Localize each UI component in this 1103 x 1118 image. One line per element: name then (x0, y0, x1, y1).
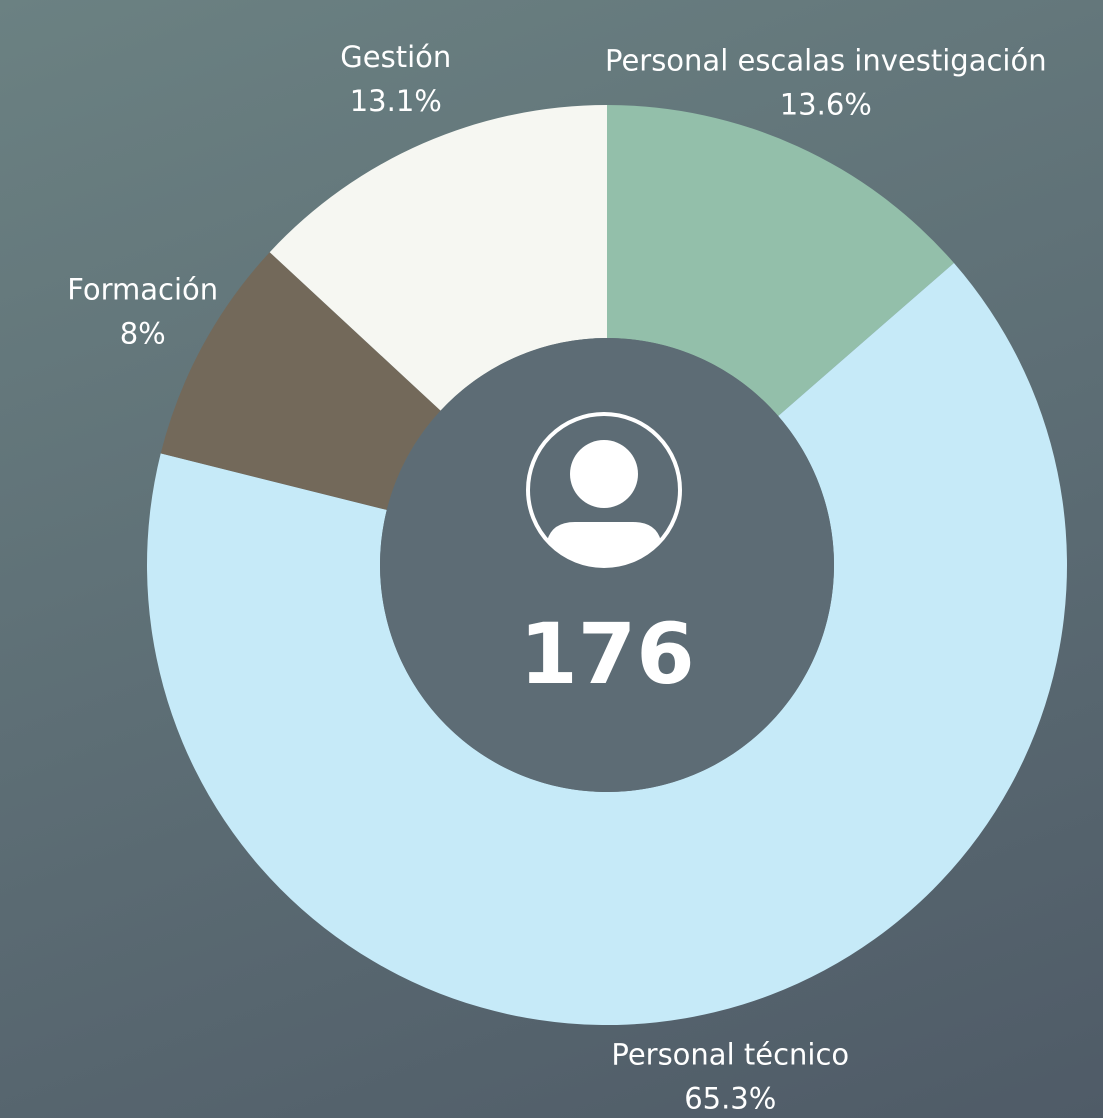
slice-value-label: 13.6% (780, 87, 872, 121)
center-total: 176 (519, 605, 694, 703)
slice-label: Formación (67, 273, 218, 307)
slice-value-label: 13.1% (350, 84, 442, 118)
slice-label: Personal técnico (611, 1037, 849, 1071)
slice (607, 105, 954, 416)
slice-label: Personal escalas investigación (605, 43, 1047, 77)
slices (146, 105, 1068, 1025)
slice (269, 105, 607, 411)
slice (146, 262, 1068, 1025)
person-icon (526, 412, 682, 568)
slice-label: Gestión (340, 40, 451, 74)
slice-value-label: 8% (120, 317, 166, 351)
slice-value-label: 65.3% (684, 1081, 776, 1115)
slice (160, 252, 441, 510)
